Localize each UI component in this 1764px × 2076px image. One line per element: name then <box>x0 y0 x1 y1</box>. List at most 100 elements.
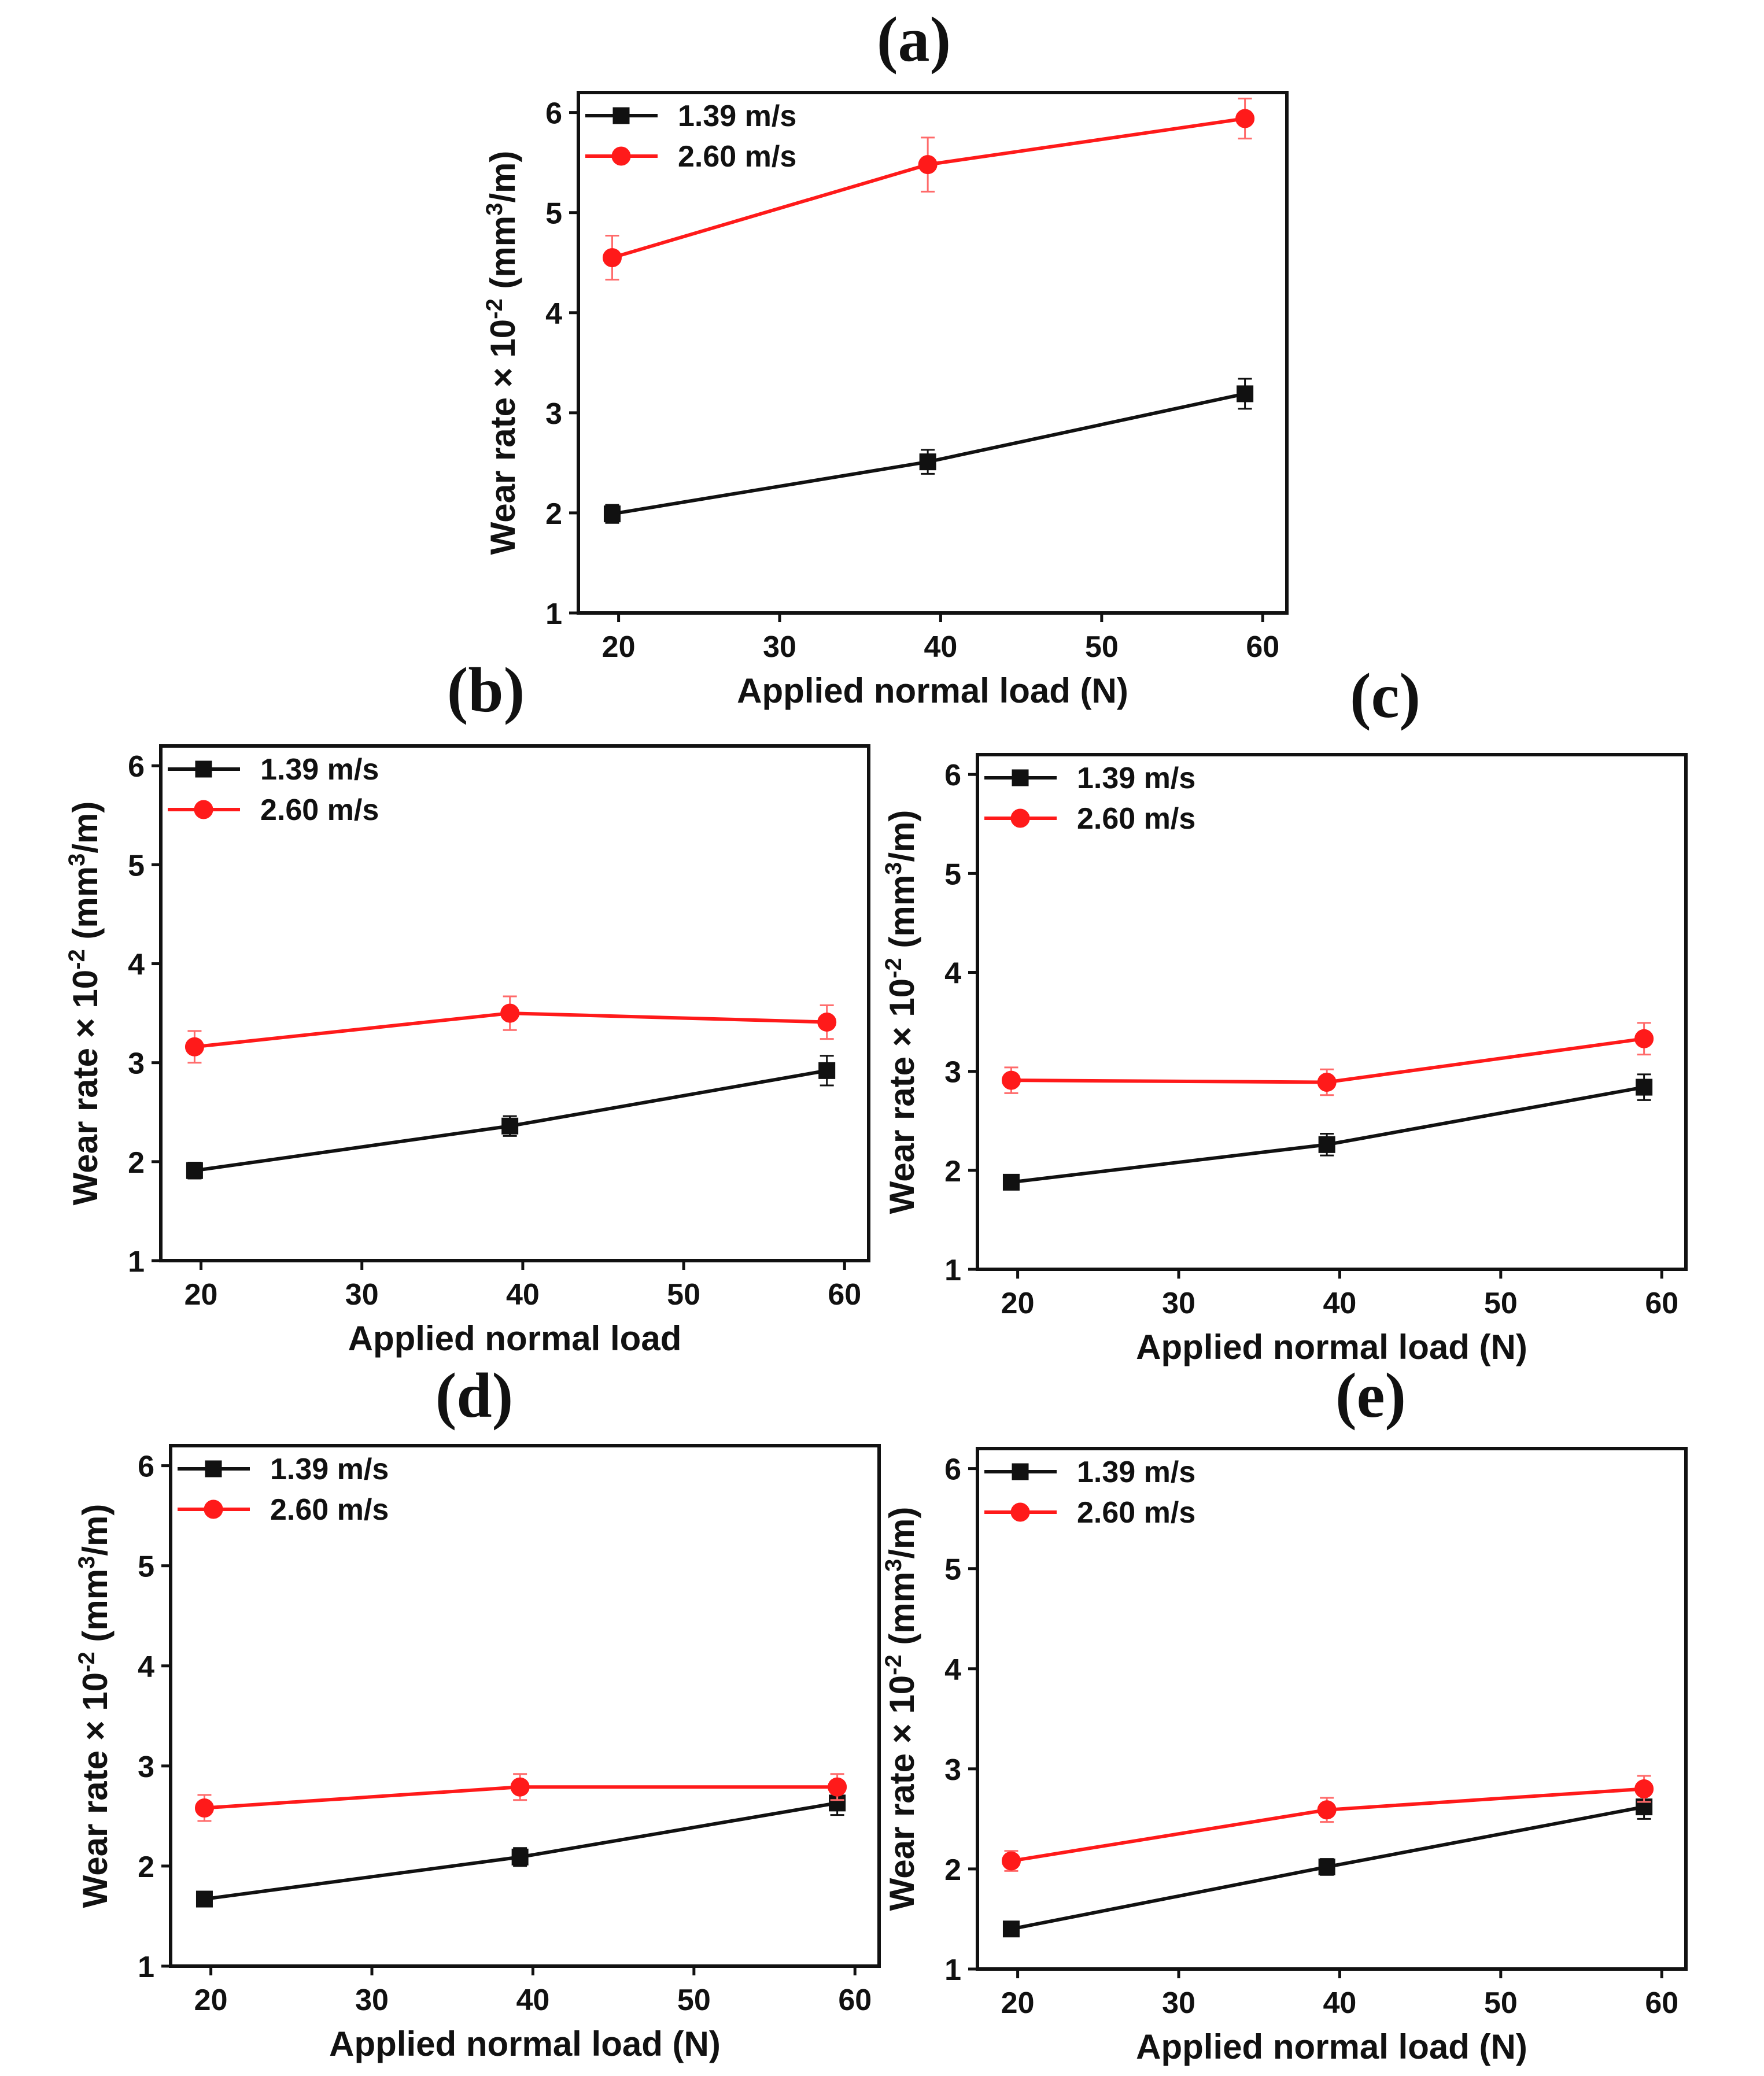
x-tick-label: 30 <box>763 630 796 664</box>
data-point-square <box>501 1117 519 1135</box>
data-point-circle <box>918 155 938 175</box>
legend-label: 1.39 m/s <box>1077 762 1195 795</box>
x-tick-label: 60 <box>828 1278 861 1312</box>
data-point-circle <box>184 1037 204 1057</box>
x-tick-label: 30 <box>345 1278 379 1312</box>
y-tick-label: 2 <box>545 497 562 531</box>
data-point-circle <box>1317 1800 1337 1820</box>
x-tick-label: 30 <box>1162 1287 1195 1320</box>
x-tick-label: 40 <box>506 1278 540 1312</box>
x-tick-label: 20 <box>602 630 636 664</box>
x-axis-label: Applied normal load (N) <box>1136 2027 1527 2066</box>
y-tick-label: 4 <box>545 297 562 331</box>
data-point-square <box>195 1890 213 1908</box>
legend-marker <box>205 1460 222 1477</box>
x-tick-label: 50 <box>677 1983 711 2017</box>
y-tick-label: 5 <box>128 849 145 882</box>
y-tick-label: 2 <box>128 1146 145 1180</box>
y-axis-label: Wear rate × 10-2 (mm3/m) <box>881 1507 921 1911</box>
x-axis-label: Applied normal load <box>348 1319 682 1358</box>
legend-label: 1.39 m/s <box>678 99 796 133</box>
legend-label: 1.39 m/s <box>1077 1456 1195 1489</box>
data-point-circle <box>1634 1029 1654 1048</box>
y-tick-label: 6 <box>944 759 961 792</box>
x-axis-label: Applied normal load (N) <box>329 2025 721 2063</box>
data-point-circle <box>1001 1851 1021 1871</box>
x-tick-label: 40 <box>924 630 957 664</box>
legend-label: 2.60 m/s <box>260 793 379 827</box>
legend-marker <box>204 1499 223 1519</box>
legend-label: 2.60 m/s <box>1077 1496 1195 1530</box>
data-point-circle <box>1235 109 1255 128</box>
y-tick-label: 4 <box>128 948 145 982</box>
y-tick-label: 4 <box>944 957 961 991</box>
x-tick-label: 60 <box>1645 1287 1678 1320</box>
y-tick-label: 1 <box>944 1254 961 1287</box>
y-axis-label: Wear rate × 10-2 (mm3/m) <box>64 801 105 1206</box>
x-axis-label: Applied normal load (N) <box>1136 1328 1527 1366</box>
x-tick-label: 20 <box>184 1278 218 1312</box>
y-tick-label: 3 <box>944 1056 961 1089</box>
x-tick-label: 50 <box>1484 1287 1518 1320</box>
x-tick-label: 60 <box>838 1983 872 2017</box>
data-point-square <box>1318 1858 1335 1875</box>
y-tick-label: 5 <box>138 1550 154 1584</box>
x-tick-label: 60 <box>1246 630 1279 664</box>
legend-marker <box>194 800 213 819</box>
data-point-circle <box>817 1013 837 1032</box>
x-axis-label: Applied normal load (N) <box>737 671 1128 710</box>
legend-label: 2.60 m/s <box>678 140 796 173</box>
legend-marker <box>1012 1463 1029 1480</box>
legend-marker <box>195 760 212 778</box>
panel-letter: (c) <box>1350 660 1420 731</box>
panel-letter: (b) <box>447 655 525 725</box>
y-tick-label: 6 <box>128 750 145 784</box>
y-tick-label: 1 <box>944 1953 961 1987</box>
plot-frame <box>976 753 1688 1271</box>
x-tick-label: 60 <box>1645 1986 1678 2020</box>
chart-panel: (a) 20 30 40 50 60 1 2 3 4 5 6 Applied normal load (… <box>482 4 1289 710</box>
y-tick-label: 4 <box>138 1650 154 1684</box>
data-point-circle <box>500 1003 520 1023</box>
x-tick-label: 50 <box>667 1278 700 1312</box>
data-point-circle <box>602 248 622 268</box>
y-tick-label: 4 <box>944 1653 961 1687</box>
data-point-square <box>1002 1920 1020 1938</box>
y-tick-label: 1 <box>128 1245 145 1279</box>
data-point-circle <box>194 1798 214 1818</box>
legend-marker <box>1012 769 1029 786</box>
y-tick-label: 3 <box>128 1047 145 1081</box>
y-tick-label: 1 <box>138 1951 154 1984</box>
y-axis-label: Wear rate × 10-2 (mm3/m) <box>74 1504 115 1908</box>
x-tick-label: 20 <box>194 1983 228 2017</box>
y-tick-label: 5 <box>944 858 961 891</box>
chart-panel: (d) 20 30 40 50 60 1 2 3 4 5 6 Applied normal load (… <box>74 1360 881 2063</box>
panel-letter: (e) <box>1335 1360 1406 1431</box>
y-tick-label: 5 <box>545 197 562 231</box>
data-point-square <box>1237 385 1254 402</box>
data-point-square <box>818 1062 836 1079</box>
y-tick-label: 2 <box>944 1853 961 1887</box>
chart-panel: (c) 20 30 40 50 60 1 2 3 4 5 6 Applied normal load (… <box>881 660 1688 1366</box>
y-tick-label: 2 <box>944 1155 961 1188</box>
legend-marker <box>1010 1502 1030 1522</box>
y-tick-label: 3 <box>138 1750 154 1784</box>
data-point-circle <box>1001 1070 1021 1090</box>
x-tick-label: 40 <box>516 1983 549 2017</box>
y-axis-label: Wear rate × 10-2 (mm3/m) <box>881 810 921 1214</box>
plot-frame <box>159 744 870 1262</box>
legend-label: 2.60 m/s <box>270 1493 389 1527</box>
legend-marker <box>611 146 631 166</box>
plot-frame <box>976 1447 1688 1971</box>
panel-letter: (a) <box>877 4 951 75</box>
plot-frame <box>169 1444 881 1968</box>
data-point-circle <box>510 1777 530 1797</box>
y-tick-label: 6 <box>138 1450 154 1484</box>
legend-marker <box>612 107 630 124</box>
x-tick-label: 20 <box>1001 1986 1035 2020</box>
chart-panel: (b) 20 30 40 50 60 1 2 3 4 5 6 Applied normal load We… <box>64 655 870 1358</box>
y-tick-label: 5 <box>944 1553 961 1587</box>
legend-label: 1.39 m/s <box>270 1453 389 1486</box>
x-tick-label: 40 <box>1323 1986 1356 2020</box>
